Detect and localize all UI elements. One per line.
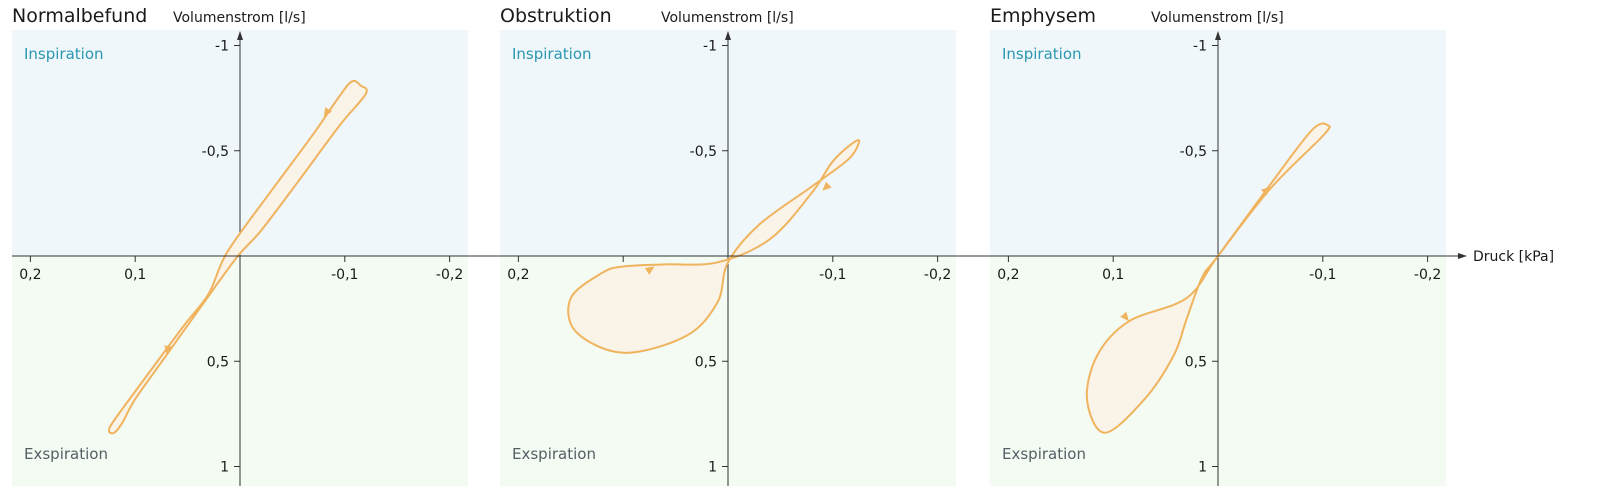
flow-volume-loop xyxy=(108,79,368,435)
panel-emphysem: Inspiration Exspiration Emphysem Volumenstr… xyxy=(990,5,1446,486)
inspiration-label: Inspiration xyxy=(24,45,104,63)
y-tick-label: 1 xyxy=(1198,460,1207,476)
y-axis-arrowhead xyxy=(725,31,731,40)
direction-arrow xyxy=(822,181,832,191)
y-axis-title: Volumenstrom [l/s] xyxy=(661,10,794,26)
direction-arrow xyxy=(323,107,332,118)
y-axis-title: Volumenstrom [l/s] xyxy=(173,10,306,26)
x-tick-label: 0,1 xyxy=(124,267,146,283)
y-tick-label: -1 xyxy=(1193,39,1207,55)
x-tick-label: -0,1 xyxy=(819,267,846,283)
y-axis-arrowhead xyxy=(237,31,243,40)
x-tick-label: -0,2 xyxy=(436,267,463,283)
y-tick-label: 1 xyxy=(220,460,229,476)
x-tick-label: -0,2 xyxy=(924,267,951,283)
y-axis-arrowhead xyxy=(1215,31,1221,40)
x-tick-label: -0,1 xyxy=(331,267,358,283)
x-axis-title: Druck [kPa] xyxy=(1473,249,1554,265)
panel-normalbefund: Inspiration Exspiration Normalbefund Volume… xyxy=(12,5,468,486)
y-tick-label: 0,5 xyxy=(207,354,229,370)
flow-volume-loop xyxy=(567,139,861,354)
x-tick-label: -0,1 xyxy=(1309,267,1336,283)
y-tick-label: -1 xyxy=(703,39,717,55)
y-tick-label: 0,5 xyxy=(1185,354,1207,370)
x-tick-label: 0,2 xyxy=(997,267,1019,283)
inspiration-label: Inspiration xyxy=(512,45,592,63)
y-tick-label: -0,5 xyxy=(202,144,229,160)
exspiration-label: Exspiration xyxy=(24,445,108,463)
exspiration-label: Exspiration xyxy=(1002,445,1086,463)
y-tick-label: 0,5 xyxy=(695,354,717,370)
panel-title: Normalbefund xyxy=(12,5,147,27)
x-axis-arrowhead xyxy=(1458,253,1467,259)
direction-arrow xyxy=(164,345,173,355)
panel-title: Emphysem xyxy=(990,5,1096,27)
direction-arrow xyxy=(644,266,655,275)
direction-arrow xyxy=(1120,311,1129,322)
x-tick-label: 0,1 xyxy=(1102,267,1124,283)
x-tick-label: 0,2 xyxy=(19,267,41,283)
direction-arrow xyxy=(1261,186,1271,196)
panel-obstruktion: Inspiration Exspiration Obstruktion Volumen… xyxy=(500,5,956,486)
y-tick-label: 1 xyxy=(708,460,717,476)
panel-title: Obstruktion xyxy=(500,5,612,27)
y-tick-label: -0,5 xyxy=(1180,144,1207,160)
flow-volume-loop xyxy=(1085,122,1331,434)
exspiration-label: Exspiration xyxy=(512,445,596,463)
inspiration-label: Inspiration xyxy=(1002,45,1082,63)
y-tick-label: -1 xyxy=(215,39,229,55)
x-tick-label: -0,2 xyxy=(1414,267,1441,283)
y-axis-title: Volumenstrom [l/s] xyxy=(1151,10,1284,26)
x-tick-label: 0,2 xyxy=(507,267,529,283)
y-tick-label: -0,5 xyxy=(690,144,717,160)
